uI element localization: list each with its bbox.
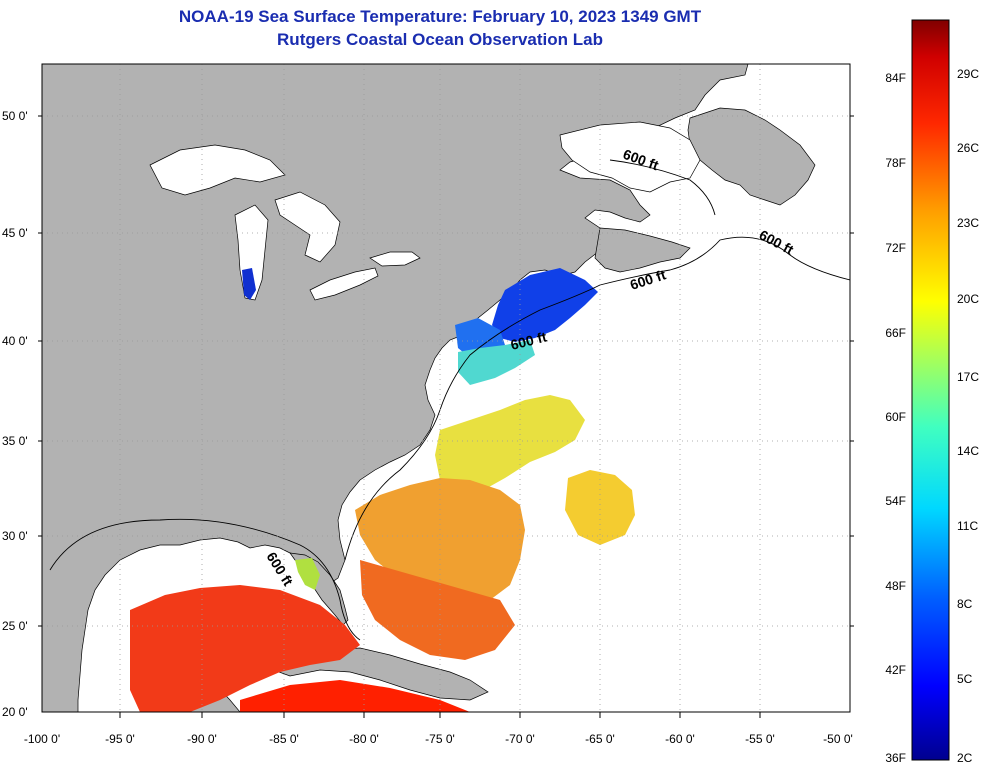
lat-label: 45 0' — [2, 226, 28, 240]
sst-florida-green — [295, 558, 320, 590]
map-title: NOAA-19 Sea Surface Temperature: Februar… — [178, 7, 702, 26]
map-frame — [41, 63, 851, 713]
isobath-600ft — [49, 159, 850, 641]
lon-label: -80 0' — [349, 732, 379, 746]
sst-lake-michigan — [242, 268, 256, 300]
colorbar-f-label: 66F — [885, 326, 906, 340]
lake-ontario — [369, 251, 421, 267]
colorbar-c-label: 5C — [957, 672, 973, 686]
colorbar-f-label: 42F — [885, 663, 906, 677]
lat-label: 25 0' — [2, 619, 28, 633]
lat-label: 30 0' — [2, 529, 28, 543]
grid-lines — [42, 64, 850, 712]
colorbar-c-label: 14C — [957, 444, 979, 458]
colorbar-c-label: 17C — [957, 370, 979, 384]
lon-label: -75 0' — [425, 732, 455, 746]
sst-carolina-yellow — [435, 395, 585, 500]
colorbar-c-label: 8C — [957, 597, 973, 611]
colorbar-f-label: 84F — [885, 71, 906, 85]
colorbar-c-label: 23C — [957, 216, 979, 230]
land-nova-scotia — [594, 227, 691, 273]
sst-gulf-maine — [492, 268, 598, 342]
lon-axis — [119, 712, 761, 718]
colorbar-f-label: 72F — [885, 241, 906, 255]
lat-axis — [38, 115, 854, 627]
colorbar-c-label: 11C — [957, 519, 978, 533]
sst-mid-atlantic-cyan — [458, 340, 535, 385]
lake-huron — [274, 191, 341, 263]
sst-gulf-mexico-red — [130, 585, 360, 712]
colorbar-f-label: 60F — [885, 410, 906, 424]
lat-label: 40 0' — [2, 334, 28, 348]
lon-label: -95 0' — [105, 732, 135, 746]
lon-label: -60 0' — [665, 732, 695, 746]
sst-offshore-yellow — [565, 470, 635, 545]
colorbar-f-label: 36F — [885, 751, 906, 765]
gulf-st-lawrence — [559, 121, 701, 193]
land-north-america — [42, 64, 749, 712]
sst-caribbean-red — [240, 680, 470, 712]
colorbar-f-label: 54F — [885, 494, 906, 508]
colorbar-c-label: 26C — [957, 141, 979, 155]
lon-label: -50 0' — [823, 732, 853, 746]
lat-label: 20 0' — [2, 705, 28, 719]
colorbar-f-label: 78F — [885, 156, 906, 170]
lon-label: -100 0' — [24, 732, 60, 746]
colorbar-c-label: 20C — [957, 292, 979, 306]
lake-erie — [309, 267, 379, 301]
colorbar — [911, 19, 950, 761]
lon-label: -85 0' — [269, 732, 299, 746]
colorbar-c-label: 2C — [957, 751, 973, 765]
lon-label: -55 0' — [745, 732, 775, 746]
lon-label: -90 0' — [187, 732, 217, 746]
colorbar-c-label: 29C — [957, 67, 979, 81]
sst-bahamas-red — [360, 560, 515, 660]
map-subtitle: Rutgers Coastal Ocean Observation Lab — [277, 30, 603, 49]
lon-label: -70 0' — [505, 732, 535, 746]
lat-label: 35 0' — [2, 434, 28, 448]
lake-superior — [149, 144, 286, 196]
lon-label: -65 0' — [585, 732, 615, 746]
colorbar-f-label: 48F — [885, 579, 906, 593]
lat-label: 50 0' — [2, 109, 28, 123]
